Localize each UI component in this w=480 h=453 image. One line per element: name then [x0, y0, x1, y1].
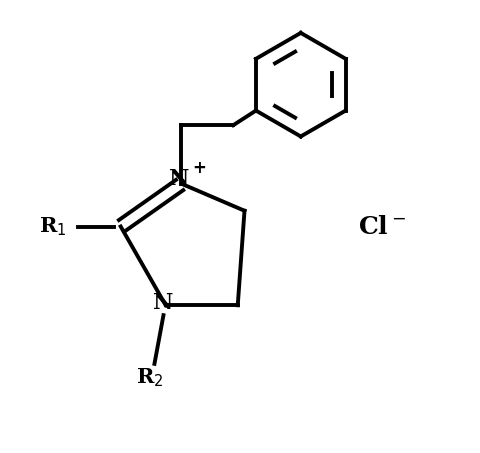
- Text: N: N: [153, 292, 174, 314]
- Text: Cl$^-$: Cl$^-$: [358, 215, 406, 238]
- Text: R$_1$: R$_1$: [39, 215, 67, 238]
- Text: N: N: [169, 168, 190, 190]
- Text: +: +: [192, 159, 206, 177]
- Text: R$_2$: R$_2$: [136, 366, 164, 389]
